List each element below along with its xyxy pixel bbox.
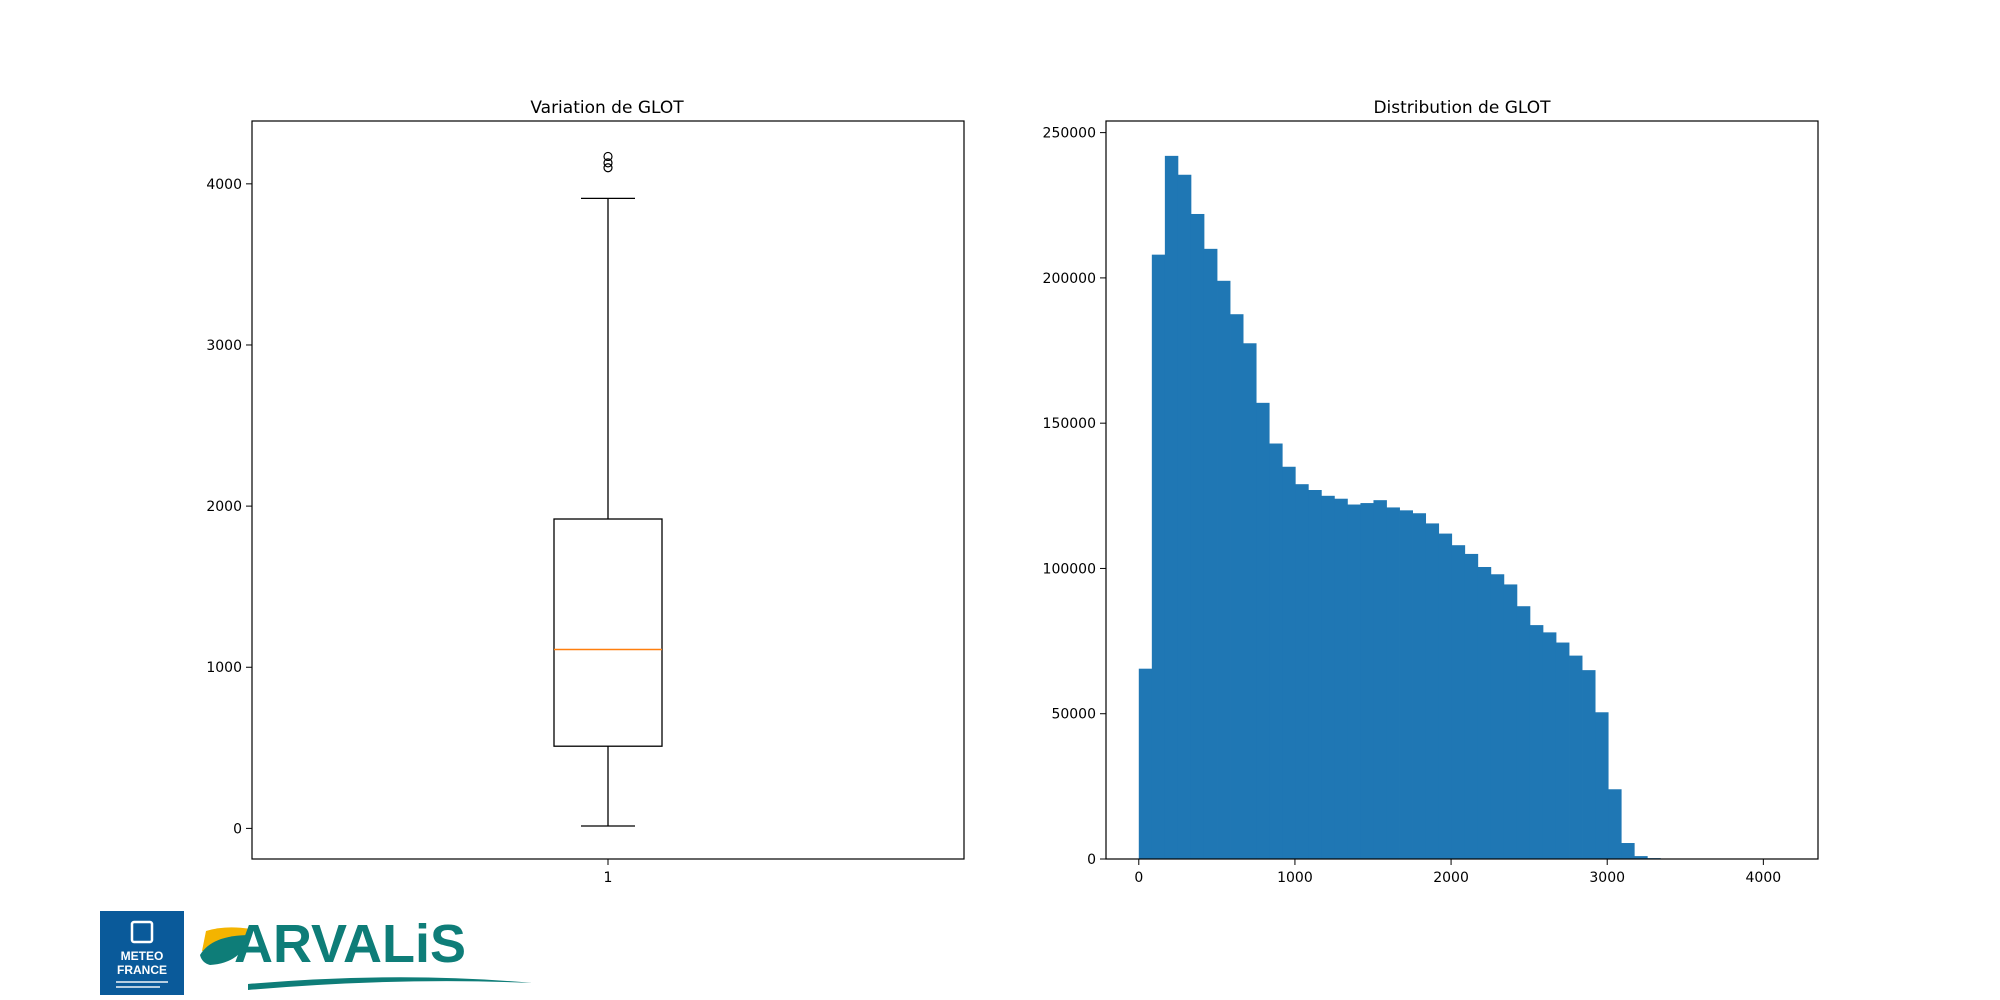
histogram-x-tick-label: 3000 — [1589, 870, 1625, 886]
histogram-bar — [1190, 213, 1205, 859]
boxplot-marks — [553, 151, 663, 827]
boxplot-box — [553, 518, 663, 747]
boxplot-y-tick-label: 0 — [233, 821, 242, 837]
histogram-bar — [1582, 670, 1596, 859]
meteo-france-logo: METEO FRANCE — [100, 911, 184, 995]
boxplot-y-tick-label: 3000 — [206, 338, 242, 354]
boxplot-outlier — [603, 158, 613, 168]
histogram-y-tick-label: 250000 — [1043, 126, 1096, 142]
histogram-bar — [1347, 504, 1361, 859]
boxplot-outlier — [603, 163, 613, 173]
logos: METEO FRANCE ARVALiS — [100, 911, 532, 995]
boxplot-y-tick-label: 1000 — [206, 660, 242, 676]
boxplot-panel: Variation de GLOT 0 1000 2000 3000 4000 1 — [206, 98, 965, 886]
histogram-bar — [1529, 625, 1544, 859]
histogram-y-tick-label: 150000 — [1043, 416, 1096, 432]
histogram-bar — [1256, 402, 1270, 859]
boxplot-outlier — [603, 151, 613, 162]
histogram-x-tick-label: 2000 — [1433, 870, 1469, 886]
boxplot-title: Variation de GLOT — [530, 98, 684, 118]
histogram-y-tick-label: 100000 — [1043, 561, 1096, 577]
histogram-bar — [1373, 500, 1387, 859]
histogram-bar — [1425, 523, 1440, 859]
arvalis-swoosh-icon — [248, 977, 532, 990]
histogram-title: Distribution de GLOT — [1373, 98, 1551, 118]
meteo-france-tagline-mark — [116, 981, 168, 983]
histogram-y-tick-label: 0 — [1087, 852, 1096, 868]
boxplot-y-tick-label: 2000 — [206, 499, 242, 515]
histogram-bar — [1138, 668, 1153, 859]
meteo-france-text-2: FRANCE — [117, 963, 167, 977]
histogram-bar — [1490, 574, 1505, 859]
histogram-bar — [1595, 712, 1609, 859]
boxplot-x-tick-label: 1 — [604, 870, 613, 886]
histogram-axes: 0 1000 2000 3000 4000 0 50000 100000 150000 20000… — [1043, 126, 1782, 886]
histogram-bar — [1230, 314, 1244, 859]
histogram-bar — [1386, 507, 1400, 859]
histogram-bar — [1282, 466, 1296, 859]
histogram-bar — [1503, 584, 1518, 859]
histogram-x-tick-label: 0 — [1134, 870, 1143, 886]
histogram-bars — [1138, 155, 1674, 860]
histogram-bar — [1451, 545, 1466, 859]
boxplot-axes: 0 1000 2000 3000 4000 1 — [206, 177, 612, 886]
boxplot-y-tick-label: 4000 — [206, 177, 242, 193]
histogram-panel: Distribution de GLOT 0 1000 2000 3000 4000 0 5… — [1043, 98, 1819, 886]
histogram-bar — [1621, 843, 1635, 859]
histogram-bar — [1412, 513, 1427, 859]
histogram-bar — [1217, 280, 1231, 859]
histogram-bar — [1360, 503, 1374, 859]
meteo-france-tagline-mark-2 — [116, 986, 160, 988]
histogram-bar — [1569, 655, 1583, 859]
histogram-bar — [1516, 606, 1531, 859]
histogram-bar — [1608, 789, 1622, 859]
histogram-bar — [1269, 443, 1283, 859]
histogram-bar — [1542, 632, 1557, 859]
histogram-bar — [1295, 484, 1309, 859]
histogram-bar — [1321, 495, 1335, 859]
histogram-bar — [1203, 248, 1218, 859]
meteo-france-emblem-icon — [130, 920, 154, 944]
logo-strip: METEO FRANCE ARVALiS — [100, 905, 560, 995]
histogram-bar — [1555, 642, 1570, 859]
histogram-y-tick-label: 50000 — [1051, 707, 1096, 723]
histogram-bar — [1164, 155, 1179, 859]
meteo-france-text-1: METEO — [121, 949, 164, 963]
histogram-bar — [1151, 254, 1166, 859]
histogram-frame — [1105, 120, 1819, 860]
arvalis-logo: ARVALiS — [200, 914, 532, 990]
histogram-bar — [1308, 490, 1322, 859]
arvalis-wordmark: ARVALiS — [234, 914, 466, 974]
histogram-bar — [1177, 174, 1192, 860]
histogram-bar — [1634, 856, 1648, 859]
histogram-bar — [1464, 553, 1479, 859]
histogram-x-tick-label: 1000 — [1277, 870, 1313, 886]
boxplot-frame — [251, 120, 965, 860]
histogram-bar — [1477, 566, 1492, 859]
histogram-y-tick-label: 200000 — [1043, 271, 1096, 287]
histogram-bar — [1438, 533, 1453, 859]
histogram-bar — [1399, 510, 1413, 859]
histogram-bar — [1334, 498, 1348, 859]
arvalis-leaf-teal-icon — [200, 935, 250, 965]
histogram-x-tick-label: 4000 — [1746, 870, 1782, 886]
histogram-bar — [1243, 343, 1257, 859]
